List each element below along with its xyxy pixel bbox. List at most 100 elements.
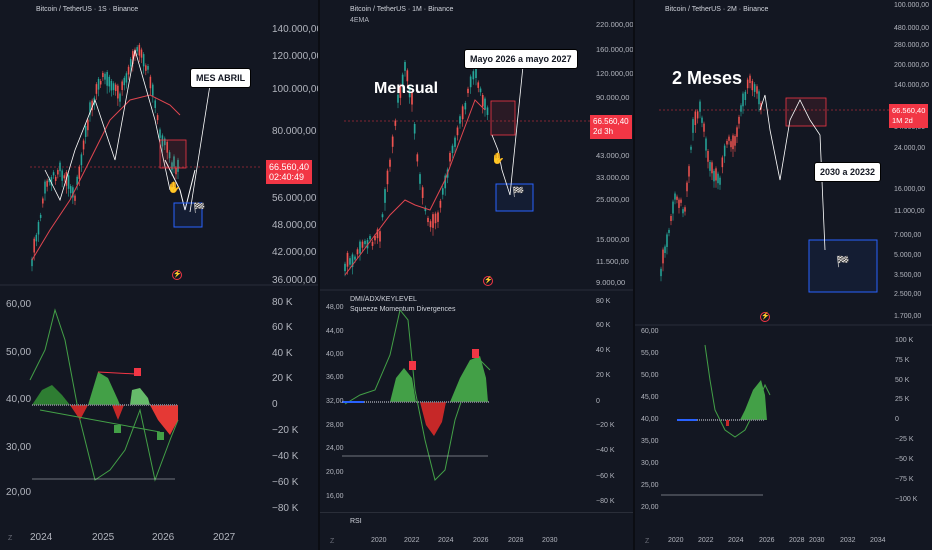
candle-body (721, 157, 724, 168)
pane-3-callout[interactable]: 2030 a 20232 (814, 162, 882, 182)
flash-icon[interactable]: ⚡ (760, 312, 770, 322)
candle-body (149, 76, 152, 89)
osc-right-tick: −20 K (272, 425, 299, 436)
candle-countdown: 2d 3h (593, 127, 614, 136)
price-tick: 140.000,00 (272, 24, 318, 35)
osc-right-tick: −75 K (895, 476, 914, 483)
candle-body (461, 106, 464, 120)
time-tick: 2026 (473, 537, 489, 544)
candle-body (136, 47, 138, 52)
price-tick: 56.000,00 (272, 193, 317, 204)
price-tick: 43.000,00 (596, 151, 630, 160)
candle-body (164, 138, 166, 146)
osc-left-tick: 40,00 (326, 351, 344, 358)
osc-right-tick: −100 K (895, 496, 918, 503)
candle-body (475, 65, 477, 79)
osc-right-tick: −60 K (272, 477, 299, 488)
candle-body (676, 196, 678, 200)
candle-body (477, 82, 480, 88)
candle-body (736, 127, 738, 137)
pane-1-callout[interactable]: MES ABRIL (190, 68, 252, 88)
flash-icon[interactable]: ⚡ (172, 270, 182, 280)
candle-body (728, 136, 730, 141)
candle-body (406, 70, 409, 82)
candle-body (63, 175, 66, 179)
candle-body (159, 129, 161, 138)
candle-body (138, 44, 141, 56)
chart-pane-3[interactable]: Bitcoin / TetherUS · 2M · Binance 2 Mese… (635, 0, 932, 550)
time-tick: 2024 (438, 537, 454, 544)
price-tick: 200.000,00 (894, 62, 930, 69)
chart-pane-1-canvas[interactable] (0, 0, 318, 550)
candle-body (72, 187, 74, 198)
candle-body (42, 198, 44, 204)
pane-divider[interactable] (318, 0, 320, 550)
osc-left-tick: 20,00 (326, 469, 344, 476)
candle-body (682, 209, 684, 214)
candle-body (48, 178, 51, 183)
candle-body (351, 254, 354, 268)
candle-body (746, 79, 749, 89)
candle-body (699, 101, 701, 112)
price-tick: 48.000,00 (272, 220, 317, 231)
flash-icon[interactable]: ⚡ (483, 276, 493, 286)
pane-2-callout[interactable]: Mayo 2026 a mayo 2027 (464, 49, 578, 69)
candle-body (123, 77, 126, 86)
candle-body (173, 156, 175, 167)
candle-body (35, 234, 38, 242)
osc-right-tick: −40 K (596, 447, 615, 454)
candle-body (102, 72, 104, 78)
time-tick: 2025 (92, 532, 115, 543)
osc-left-tick: 48,00 (326, 304, 344, 311)
candle-body (668, 229, 670, 233)
pane-2-indicator-label: 4EMA (350, 17, 370, 24)
chart-pane-3-canvas[interactable] (635, 0, 932, 550)
candle-body (688, 166, 690, 177)
pane-divider[interactable] (633, 0, 635, 550)
candle-body (117, 85, 119, 99)
candle-body (717, 173, 719, 184)
candle-body (416, 154, 419, 162)
candle-body (54, 176, 57, 182)
candle-body (674, 193, 676, 200)
candle-body (125, 73, 128, 83)
cursor-icon: ✋ (491, 153, 505, 165)
price-tick: 11.000,00 (894, 208, 925, 215)
candle-body (719, 177, 721, 185)
current-price: 66.560,40 (269, 162, 310, 172)
osc-right-tick: −80 K (596, 498, 615, 505)
osc-left-tick: 44,00 (326, 328, 344, 335)
chart-pane-2[interactable]: Bitcoin / TetherUS · 1M · Binance 4EMA M… (320, 0, 633, 550)
chart-pane-1[interactable]: Bitcoin / TetherUS · 1S · Binance 140.00… (0, 0, 318, 550)
price-tick: 480.000,00 (894, 25, 930, 32)
candle-body (80, 154, 83, 166)
price-tick: 25.000,00 (596, 195, 630, 204)
candle-body (361, 241, 364, 248)
candle-body (89, 102, 91, 115)
time-tick: 2034 (870, 537, 886, 544)
checkered-flag-icon: 🏁 (512, 187, 525, 198)
candle-body (672, 201, 674, 214)
candle-body (726, 140, 728, 145)
osc-left-tick: 60,00 (6, 299, 32, 310)
candle-body (50, 177, 53, 186)
candle-body (33, 238, 35, 253)
osc-right-tick: −50 K (895, 456, 914, 463)
candle-body (389, 159, 391, 167)
osc-right-tick: 0 (596, 398, 600, 405)
chart-pane-2-canvas[interactable] (320, 0, 633, 550)
candle-body (394, 120, 397, 126)
candle-body (424, 207, 427, 212)
candle-body (354, 256, 356, 260)
candle-body (59, 162, 61, 172)
candle-body (459, 116, 461, 124)
price-tick: 80.000,00 (272, 126, 317, 137)
osc-left-tick: 36,00 (326, 374, 344, 381)
osc-left-tick: 16,00 (326, 493, 344, 500)
candle-body (481, 94, 484, 107)
pane-3-big-label: 2 Meses (672, 68, 743, 88)
time-tick: 2020 (371, 537, 387, 544)
candle-body (456, 127, 459, 136)
price-tick: 90.000,00 (596, 93, 630, 102)
osc-left-tick: 50,00 (641, 372, 659, 379)
